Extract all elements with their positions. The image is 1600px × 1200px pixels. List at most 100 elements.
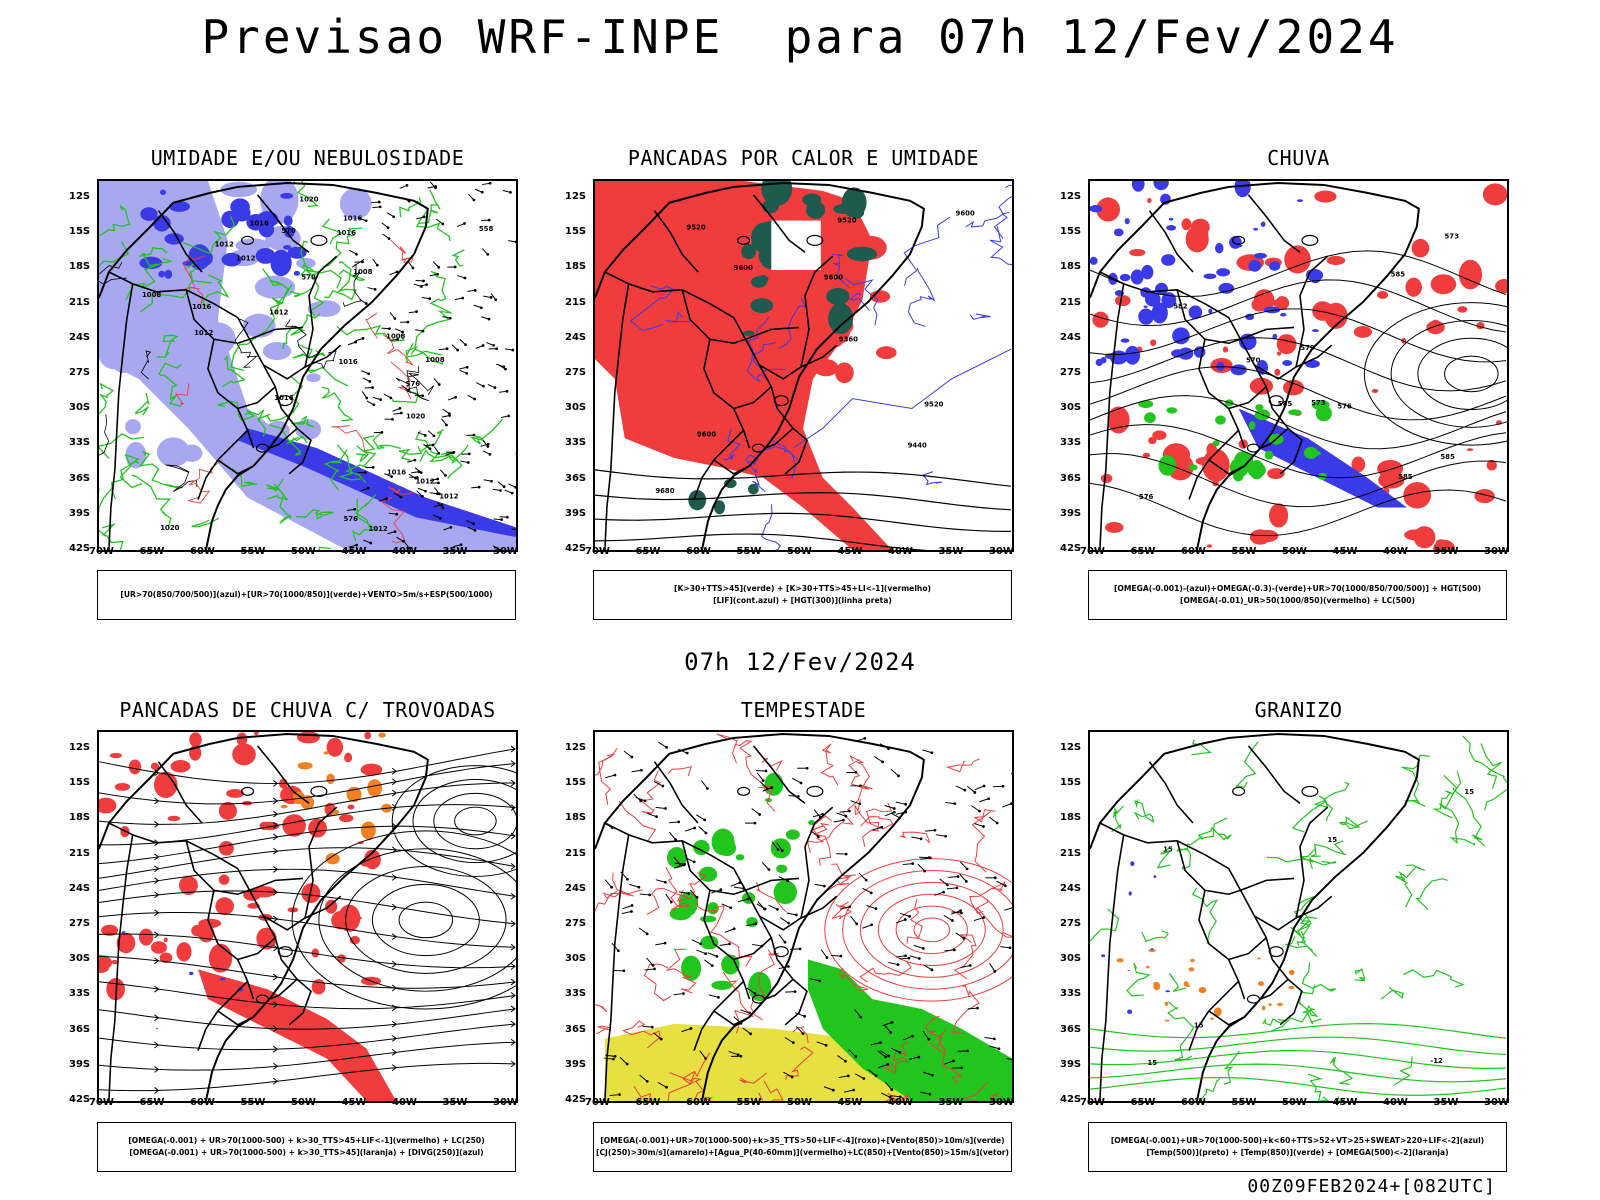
wind-vector-head bbox=[373, 287, 377, 291]
wind-vector-head bbox=[798, 947, 802, 951]
hail-blue-dot bbox=[1127, 969, 1130, 971]
wind-vector-head bbox=[976, 1006, 979, 1010]
k-index-green-blob bbox=[826, 287, 850, 306]
wind-vector-head bbox=[486, 253, 490, 256]
border-line bbox=[108, 271, 283, 409]
precipitable-water-contour bbox=[860, 802, 894, 830]
wind-vector-head bbox=[428, 447, 432, 451]
wind-vector-head bbox=[648, 893, 652, 897]
wind-vector bbox=[677, 748, 688, 754]
contour-label: 1012 bbox=[194, 329, 213, 337]
wind-vector bbox=[1006, 1058, 1012, 1060]
wind-vector-head bbox=[950, 919, 954, 922]
streamline-arrow bbox=[391, 903, 397, 911]
contour-label: 15 bbox=[1163, 845, 1173, 853]
wind-vector-head bbox=[463, 276, 467, 280]
legend-line: [LIF](cont.azul) + [HGT(300)](linha pret… bbox=[713, 596, 892, 605]
wind-vector-head bbox=[874, 907, 878, 911]
wind-vector bbox=[959, 873, 967, 882]
thunder-red-patch bbox=[163, 937, 168, 943]
wind-vector-head bbox=[659, 1037, 663, 1041]
lat-tick-label: 30S bbox=[1060, 402, 1082, 414]
lifted-index-contour bbox=[761, 504, 781, 550]
wind-vector-head bbox=[719, 888, 723, 892]
wind-vector bbox=[719, 943, 730, 946]
wind-vector-head bbox=[488, 452, 492, 456]
lake-outline bbox=[241, 786, 255, 796]
wind-vector bbox=[895, 801, 906, 805]
lat-tick-label: 36S bbox=[69, 472, 91, 484]
height-contour bbox=[1090, 482, 1507, 537]
wind-vector bbox=[888, 962, 899, 966]
wind-vector-head bbox=[930, 751, 934, 755]
wind-vector-head bbox=[473, 289, 477, 292]
pressure-contour bbox=[99, 414, 110, 456]
temp850-green-contour bbox=[1191, 887, 1219, 944]
wind-vector-head bbox=[960, 1066, 963, 1070]
wind-vector-head bbox=[372, 403, 376, 407]
precipitable-water-contour bbox=[693, 1081, 705, 1101]
wind-vector bbox=[786, 912, 797, 916]
thunder-orange-patch bbox=[280, 804, 288, 809]
streamline-arrow bbox=[154, 797, 160, 805]
wind-vector bbox=[761, 862, 770, 870]
height-ring bbox=[1363, 302, 1507, 446]
height-contour bbox=[1090, 337, 1507, 392]
lon-tick-label: 55W bbox=[736, 546, 762, 557]
wind-vector-head bbox=[825, 956, 829, 959]
wind-vector-head bbox=[390, 475, 394, 478]
thickness-contour bbox=[175, 383, 190, 406]
k-index-green-blob bbox=[828, 302, 854, 335]
wind-vector bbox=[604, 879, 612, 888]
wind-vector-head bbox=[472, 433, 476, 437]
wind-vector bbox=[935, 834, 946, 837]
border-line bbox=[1099, 283, 1125, 550]
wind-vector bbox=[689, 889, 698, 898]
rain-red-patch bbox=[1276, 351, 1282, 356]
wind-vector-head bbox=[393, 317, 397, 320]
wind-vector bbox=[771, 841, 779, 850]
wind-vector-head bbox=[456, 348, 460, 352]
wind-vector-head bbox=[933, 828, 937, 832]
main-title: Previsao WRF-INPE para 07h 12/Fev/2024 bbox=[201, 10, 1399, 64]
wind-vector bbox=[890, 1047, 901, 1053]
border-line bbox=[800, 806, 834, 919]
omega-blue-patch bbox=[1131, 181, 1145, 192]
pressure-contour bbox=[234, 318, 258, 368]
humidity-green-contour bbox=[405, 342, 418, 358]
thunder-red-patch bbox=[99, 962, 109, 973]
wind-vector bbox=[900, 912, 910, 917]
precipitable-water-contour bbox=[885, 1092, 910, 1101]
temp850-green-contour bbox=[1300, 847, 1317, 869]
contour-label: 9520 bbox=[924, 401, 943, 409]
k-index-green-blob bbox=[688, 489, 707, 511]
wind-vector bbox=[989, 1045, 1000, 1050]
temp850-green-contour bbox=[1090, 908, 1120, 950]
humidity-green-contour bbox=[324, 449, 348, 491]
contour-label: 1016 bbox=[337, 229, 356, 237]
panel-title: CHUVA bbox=[1267, 146, 1330, 170]
precipitable-water-ring bbox=[913, 917, 951, 943]
precipitable-water-contour bbox=[820, 743, 839, 786]
precipitable-water-contour bbox=[971, 809, 996, 873]
streamline-arrow bbox=[154, 1087, 160, 1094]
wind-vector-head bbox=[415, 310, 418, 314]
wind-vector-head bbox=[780, 849, 784, 853]
wind-vector bbox=[779, 917, 789, 924]
wind-vector bbox=[751, 943, 762, 947]
lat-tick-label: 21S bbox=[69, 296, 91, 308]
precipitable-water-contour bbox=[758, 785, 776, 812]
lon-tick-label: 45W bbox=[341, 546, 367, 557]
humidity-green-contour bbox=[231, 467, 258, 488]
omega-green-patch bbox=[1233, 471, 1244, 482]
wind-vector bbox=[795, 1012, 805, 1017]
wind-vector-head bbox=[966, 1049, 969, 1053]
wind-vector-head bbox=[855, 922, 859, 926]
wind-vector-head bbox=[687, 892, 691, 895]
forecast-map: 585 585 585 585 582 579 576 573 570 576 573 bbox=[1088, 179, 1509, 552]
lake-outline bbox=[277, 946, 293, 958]
wind-vector-head bbox=[499, 489, 502, 492]
streamline-arrow bbox=[154, 865, 160, 873]
streamline-arrow bbox=[510, 892, 516, 900]
wind-vector bbox=[909, 955, 920, 960]
